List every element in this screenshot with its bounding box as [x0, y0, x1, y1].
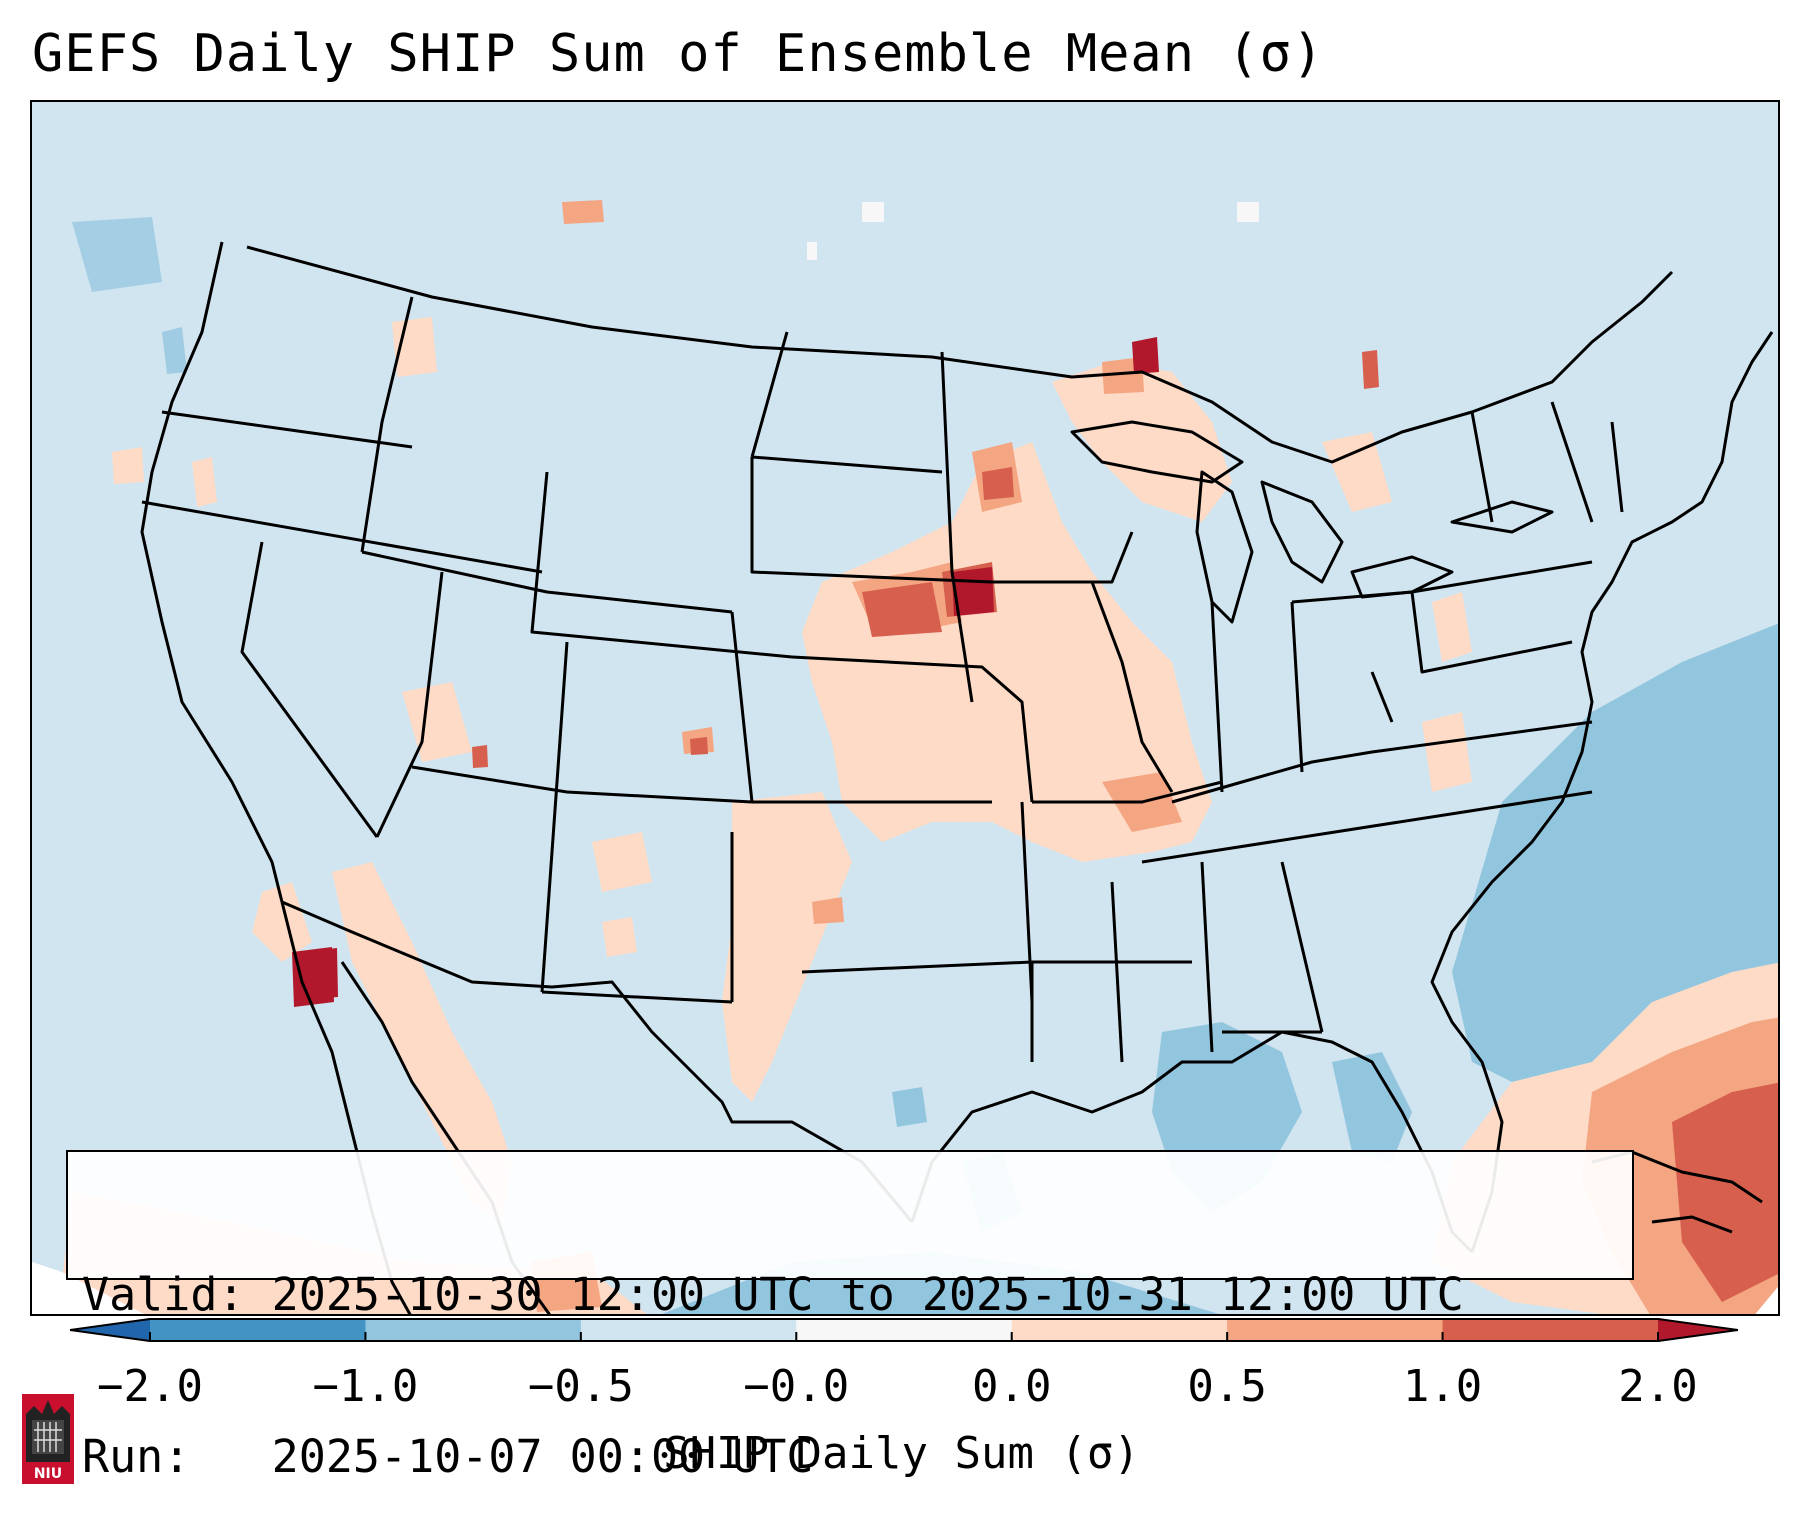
colorbar-tick-label: 0.5 [1187, 1361, 1267, 1412]
colorbar [70, 1318, 1738, 1342]
logo-text: NIU [33, 1466, 63, 1482]
colorbar-tick-label: −2.0 [97, 1361, 203, 1412]
colorbar-tick-label: 2.0 [1618, 1361, 1698, 1412]
run-time-line: Run: 2025-10-07 00:00 UTC [82, 1430, 814, 1483]
colorbar-bin [1227, 1318, 1444, 1342]
colorbar-bin [1011, 1318, 1228, 1342]
page-title: GEFS Daily SHIP Sum of Ensemble Mean (σ) [32, 24, 1325, 84]
valid-time-line: Valid: 2025-10-30 12:00 UTC to 2025-10-3… [82, 1268, 1464, 1321]
map-canvas[interactable] [32, 102, 1780, 1316]
valid-run-info-box: Valid: 2025-10-30 12:00 UTC to 2025-10-3… [66, 1150, 1634, 1483]
colorbar-tick-label: 1.0 [1402, 1361, 1483, 1412]
colorbar-bin [796, 1318, 1013, 1342]
colorbar-extend-high [1658, 1318, 1738, 1342]
colorbar-bin [1442, 1318, 1659, 1342]
colorbar-tick-label: −0.0 [743, 1361, 850, 1412]
colorbar-extend-low [70, 1318, 150, 1342]
colorbar-tick-label: 0.0 [971, 1361, 1052, 1412]
colorbar-bin [365, 1318, 582, 1342]
colorbar-bin [150, 1318, 366, 1342]
map-panel[interactable] [30, 100, 1780, 1316]
colorbar-bin [580, 1318, 797, 1342]
colorbar-tick-label: −1.0 [312, 1361, 419, 1412]
university-tower-icon [22, 1394, 74, 1484]
colorbar-label: SHIP Daily Sum (σ) [663, 1428, 1140, 1479]
colorbar-tick-label: −0.5 [527, 1361, 634, 1412]
niu-logo: NIU [20, 1392, 76, 1486]
